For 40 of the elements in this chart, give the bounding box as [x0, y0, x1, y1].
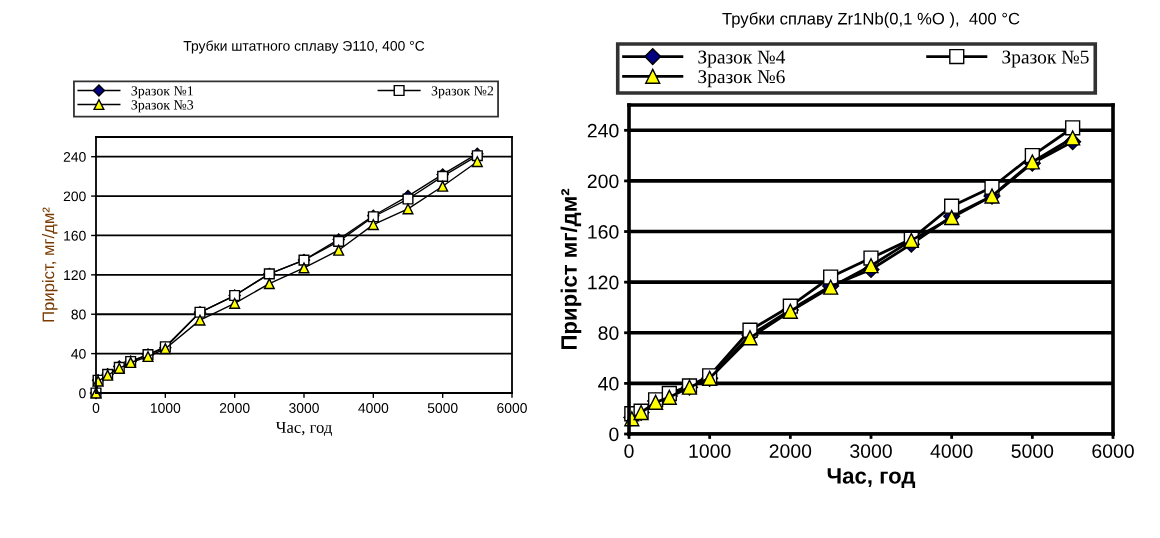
legend-label: Зразок №6 — [698, 70, 785, 88]
legend-label: Зразок №3 — [131, 100, 194, 113]
x-tick-label: 1000 — [689, 444, 731, 458]
x-tick-label: 6000 — [497, 403, 527, 413]
legend-label: Зразок №4 — [698, 50, 786, 68]
y-tick-label: 200 — [63, 191, 86, 202]
x-tick-label: 0 — [92, 403, 100, 413]
x-tick-label: 4000 — [358, 403, 389, 413]
x-tick-label: 0 — [624, 444, 634, 458]
legend-label: Зразок №1 — [131, 86, 193, 99]
y-axis-title: Приріст мг/дм² — [560, 188, 582, 350]
y-tick-label: 0 — [79, 388, 86, 399]
x-axis-title: Час, год — [275, 421, 332, 437]
x-tick-label: 5000 — [1011, 444, 1054, 458]
y-tick-label: 200 — [587, 174, 619, 189]
x-tick-label: 4000 — [930, 444, 973, 458]
y-tick-label: 120 — [588, 275, 619, 290]
x-tick-label: 6000 — [1092, 444, 1134, 458]
y-tick-label: 40 — [71, 348, 86, 359]
legend-label: Зразок №2 — [431, 86, 494, 99]
chart-title: Трубки штатного сплаву Э110, 400 °C — [183, 40, 425, 54]
x-tick-label: 5000 — [427, 403, 458, 413]
x-tick-label: 3000 — [289, 403, 319, 413]
y-tick-label: 160 — [64, 230, 86, 241]
x-tick-label: 2000 — [769, 444, 812, 458]
chart-title: Трубки сплаву Zr1Nb(0,1 %O ), 400 °C — [722, 12, 1020, 28]
y-tick-label: 80 — [598, 326, 619, 341]
y-tick-label: 40 — [598, 376, 619, 391]
y-axis-title: Приріст, мг/дм² — [42, 207, 58, 322]
x-tick-label: 1000 — [150, 403, 181, 413]
y-tick-label: 80 — [71, 309, 86, 320]
legend-label: Зразок №5 — [1002, 50, 1089, 68]
x-tick-label: 2000 — [219, 403, 250, 413]
y-tick-label: 160 — [588, 225, 619, 239]
y-tick-label: 240 — [587, 123, 619, 138]
x-axis-title: Час, год — [827, 468, 916, 488]
y-tick-label: 120 — [64, 270, 86, 281]
x-tick-label: 3000 — [850, 444, 892, 458]
y-tick-label: 240 — [63, 152, 86, 162]
y-tick-label: 0 — [609, 427, 619, 442]
